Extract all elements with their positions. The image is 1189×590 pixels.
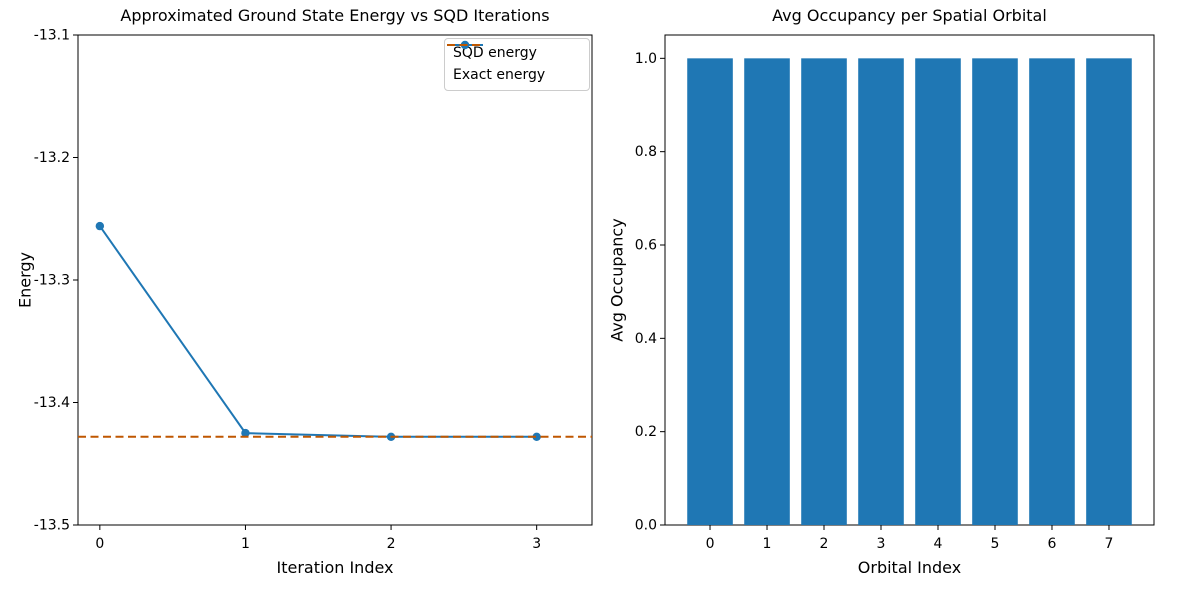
occupancy-bar [1029, 58, 1075, 525]
legend-label-exact-energy: Exact energy [453, 67, 546, 83]
occupancy-chart-ytick-label: 0.6 [635, 238, 657, 254]
energy-chart-ytick-label: -13.3 [34, 273, 70, 289]
energy-chart-xlabel: Iteration Index [276, 558, 394, 577]
occupancy-chart-ylabel: Avg Occupancy [607, 218, 627, 342]
occupancy-chart-xtick-label: 0 [706, 536, 715, 552]
energy-chart-title: Approximated Ground State Energy vs SQD … [120, 6, 550, 25]
occupancy-chart-xtick-label: 2 [820, 536, 829, 552]
sqd-energy-marker [532, 432, 541, 441]
occupancy-chart-xlabel: Orbital Index [857, 558, 962, 577]
sqd-energy-marker [241, 428, 250, 438]
occupancy-bar [687, 58, 733, 525]
occupancy-chart-title: Avg Occupancy per Spatial Orbital [772, 6, 1047, 25]
energy-chart-xtick-label: 0 [95, 536, 104, 552]
occupancy-bar [1086, 58, 1132, 525]
occupancy-chart-xtick-label: 3 [877, 536, 886, 552]
energy-chart-ytick-label: -13.4 [34, 395, 70, 411]
occupancy-bar [915, 58, 961, 525]
occupancy-chart-ytick-label: 0.0 [635, 518, 657, 534]
legend: SQD energy Exact energy [444, 38, 590, 91]
occupancy-chart-xtick-label: 7 [1105, 536, 1114, 552]
occupancy-chart-ytick-label: 1.0 [635, 51, 657, 67]
occupancy-chart-xtick-label: 6 [1048, 536, 1057, 552]
exact-energy-dashed-line-icon [447, 44, 483, 46]
energy-chart-plot-box [77, 34, 593, 526]
energy-chart-xtick-label: 1 [241, 536, 250, 552]
occupancy-chart-xtick-label: 4 [934, 536, 943, 552]
legend-item-exact-energy: Exact energy [447, 44, 581, 84]
occupancy-bar [801, 58, 847, 525]
sqd-energy-marker [95, 221, 105, 231]
energy-chart-xtick-label: 3 [532, 536, 541, 552]
occupancy-bar [744, 58, 790, 525]
occupancy-bar [972, 58, 1018, 525]
energy-chart-ytick-label: -13.5 [34, 518, 70, 534]
energy-chart-ytick-label: -13.2 [34, 150, 70, 166]
occupancy-chart-ytick-label: 0.8 [635, 144, 657, 160]
occupancy-chart-xtick-label: 5 [991, 536, 1000, 552]
energy-chart-ytick-label: -13.1 [34, 28, 70, 44]
occupancy-chart-ytick-label: 0.4 [635, 331, 657, 347]
occupancy-chart-plot-box [664, 34, 1155, 526]
legend-label-sqd-energy: SQD energy [453, 45, 537, 61]
occupancy-chart-xtick-label: 1 [763, 536, 772, 552]
occupancy-chart-ytick-label: 0.2 [635, 424, 657, 440]
sqd-energy-line [99, 225, 537, 438]
occupancy-bar [858, 58, 904, 525]
energy-chart-xtick-label: 2 [387, 536, 396, 552]
energy-chart-ylabel: Energy [15, 251, 35, 309]
